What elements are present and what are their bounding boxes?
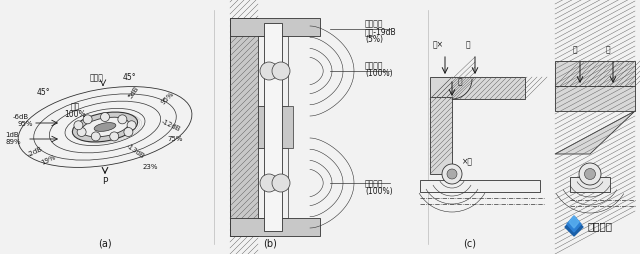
Circle shape [127,121,136,130]
Text: 最大: 最大 [70,102,79,111]
Circle shape [77,128,86,136]
Circle shape [272,62,290,80]
Text: 對: 對 [466,40,470,49]
Bar [570,177,610,192]
Polygon shape [567,216,581,232]
Bar [230,218,320,236]
Polygon shape [565,218,583,236]
Text: (100%): (100%) [365,69,392,78]
Bar [230,18,258,236]
Text: 45°: 45° [123,73,136,82]
Circle shape [100,113,109,121]
Text: 對: 對 [606,45,611,54]
Circle shape [109,132,119,141]
Polygon shape [569,216,579,228]
Text: 89%: 89% [5,139,20,145]
Ellipse shape [94,123,116,131]
Bar [264,23,282,231]
Text: -6dB: -6dB [13,114,29,120]
Circle shape [92,132,100,141]
Ellipse shape [72,112,138,142]
Bar [555,61,635,86]
Text: 23%: 23% [143,164,159,170]
Circle shape [579,163,601,185]
Text: -2dB: -2dB [27,146,44,158]
Circle shape [260,62,278,80]
Circle shape [118,115,127,124]
Circle shape [272,174,290,192]
Text: 承載區: 承載區 [90,73,104,82]
Bar [258,106,293,148]
Polygon shape [555,111,635,154]
Ellipse shape [81,117,129,137]
Text: ×銷: ×銷 [462,157,473,166]
Text: 95%: 95% [18,121,33,127]
Bar [430,77,525,99]
Text: 對: 對 [458,77,463,86]
Text: (c): (c) [463,238,477,248]
Text: 最大讀數: 最大讀數 [365,61,383,70]
Circle shape [584,168,595,180]
Circle shape [83,115,92,124]
Circle shape [74,121,83,130]
Bar [230,18,320,36]
Bar [258,36,288,106]
Circle shape [447,169,457,179]
Polygon shape [555,86,635,111]
Text: 一重衰減: 一重衰減 [365,19,383,28]
Circle shape [442,164,462,184]
Text: 19%: 19% [40,154,57,166]
Text: 5dB: 5dB [127,86,140,100]
Text: (100%): (100%) [365,187,392,196]
Text: 銷×: 銷× [433,40,444,49]
Text: 銷: 銷 [573,45,578,54]
Text: 樰祥科技: 樰祥科技 [587,221,612,231]
Circle shape [124,128,133,136]
Text: 最大讀數: 最大讀數 [365,179,383,188]
Text: 1dB: 1dB [5,132,19,138]
Text: (a): (a) [98,238,112,248]
Text: (b): (b) [263,238,277,248]
Text: -12dB: -12dB [160,119,181,133]
Bar [258,148,288,218]
Text: (5%): (5%) [365,35,383,44]
Circle shape [260,174,278,192]
Text: P: P [102,177,108,186]
Text: 小于-19dB: 小于-19dB [365,27,397,36]
Text: 75%: 75% [167,136,182,142]
Text: 45°: 45° [37,88,51,97]
Text: -13dB: -13dB [125,143,145,160]
Bar [430,97,452,174]
Text: 100%: 100% [64,110,86,119]
Text: 95%: 95% [160,91,175,106]
Bar [420,180,540,192]
